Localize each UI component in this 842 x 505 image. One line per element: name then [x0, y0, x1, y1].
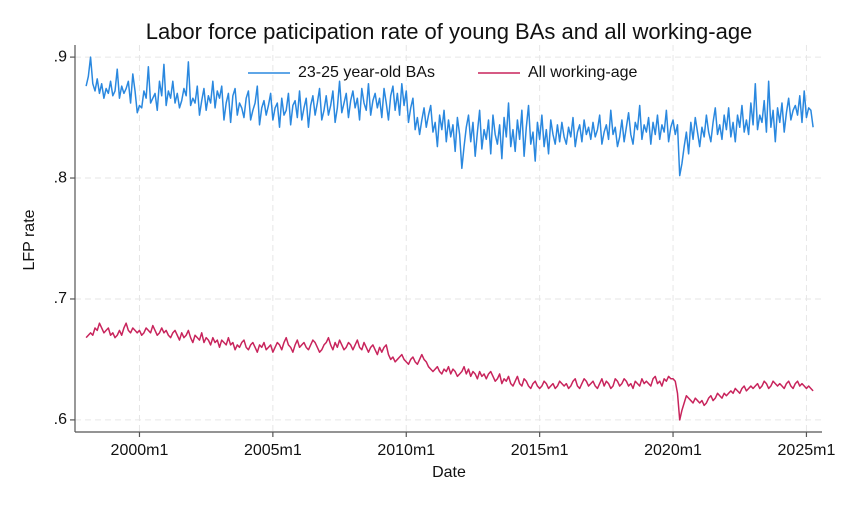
- y-tick-label: .9: [54, 48, 67, 65]
- grid: [75, 45, 822, 432]
- plot: [85, 56, 814, 421]
- x-tick-label: 2025m1: [778, 442, 836, 459]
- y-tick-label: .8: [54, 169, 67, 186]
- x-tick-label: 2000m1: [111, 442, 169, 459]
- y-axis-label: LFP rate: [21, 209, 38, 270]
- legend-label: All working-age: [528, 64, 637, 81]
- legend: 23-25 year-old BAs All working-age: [248, 64, 637, 81]
- legend-label: 23-25 year-old BAs: [298, 64, 435, 81]
- x-tick-label: 2010m1: [377, 442, 435, 459]
- x-tick-label: 2015m1: [511, 442, 569, 459]
- series-line: [85, 56, 814, 177]
- y-tick-label: .7: [54, 290, 67, 307]
- series-line: [85, 322, 814, 421]
- y-tick-label: .6: [54, 411, 67, 428]
- x-tick-label: 2020m1: [644, 442, 702, 459]
- x-tick-label: 2005m1: [244, 442, 302, 459]
- chart-title: Labor force paticipation rate of young B…: [146, 19, 753, 44]
- x-axis-label: Date: [432, 464, 466, 481]
